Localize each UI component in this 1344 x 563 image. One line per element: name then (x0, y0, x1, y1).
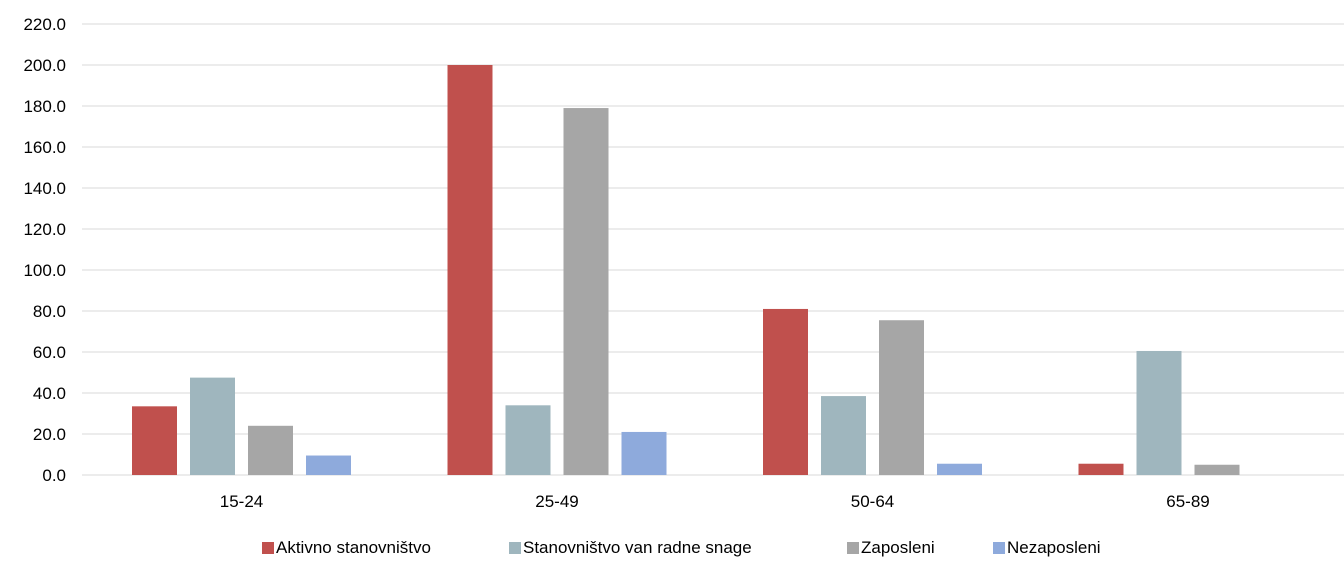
bar-nezaposleni-15-24 (306, 455, 351, 475)
bar-stanovni-tvo-van-radne-snage-25-49 (505, 405, 551, 475)
legend-swatch (847, 542, 859, 554)
y-tick-label: 180.0 (23, 97, 66, 116)
y-tick-label: 120.0 (23, 220, 66, 239)
bar-aktivno-stanovni-tvo-25-49 (447, 65, 493, 475)
y-tick-label: 160.0 (23, 138, 66, 157)
x-tick-label: 15-24 (220, 492, 263, 511)
x-tick-label: 50-64 (851, 492, 894, 511)
y-tick-label: 0.0 (42, 466, 66, 485)
legend-swatch (262, 542, 274, 554)
bar-zaposleni-65-89 (1194, 464, 1240, 475)
y-tick-label: 200.0 (23, 56, 66, 75)
legend-swatch (509, 542, 521, 554)
bar-stanovni-tvo-van-radne-snage-65-89 (1136, 350, 1182, 475)
y-tick-label: 20.0 (33, 425, 66, 444)
bar-stanovni-tvo-van-radne-snage-15-24 (190, 377, 235, 475)
bar-stanovni-tvo-van-radne-snage-50-64 (821, 396, 866, 475)
bar-zaposleni-50-64 (879, 320, 924, 475)
legend-label: Nezaposleni (1007, 538, 1101, 557)
bar-nezaposleni-50-64 (937, 463, 982, 475)
y-axis: 0.0 20.0 40.0 60.0 80.0 100.0 120.0 140.0 160.0 1… (23, 15, 66, 485)
x-axis-labels: 15-24 25-49 50-64 65-89 (220, 492, 1210, 511)
x-tick-label: 25-49 (535, 492, 578, 511)
y-tick-label: 100.0 (23, 261, 66, 280)
y-tick-label: 40.0 (33, 384, 66, 403)
legend: Aktivno stanovništvo Stanovništvo van rad… (262, 538, 1101, 557)
x-tick-label: 65-89 (1166, 492, 1209, 511)
y-tick-label: 80.0 (33, 302, 66, 321)
legend-label: Stanovništvo van radne snage (523, 538, 752, 557)
legend-swatch (993, 542, 1005, 554)
bar-zaposleni-15-24 (248, 425, 293, 475)
bars (132, 65, 1240, 476)
y-tick-label: 60.0 (33, 343, 66, 362)
bar-aktivno-stanovni-tvo-50-64 (763, 308, 808, 475)
y-tick-label: 220.0 (23, 15, 66, 34)
bar-zaposleni-25-49 (563, 108, 609, 476)
bar-aktivno-stanovni-tvo-15-24 (132, 406, 177, 475)
legend-label: Aktivno stanovništvo (276, 538, 431, 557)
legend-label: Zaposleni (861, 538, 935, 557)
bar-aktivno-stanovni-tvo-65-89 (1078, 463, 1124, 475)
y-tick-label: 140.0 (23, 179, 66, 198)
bar-nezaposleni-25-49 (621, 431, 667, 475)
